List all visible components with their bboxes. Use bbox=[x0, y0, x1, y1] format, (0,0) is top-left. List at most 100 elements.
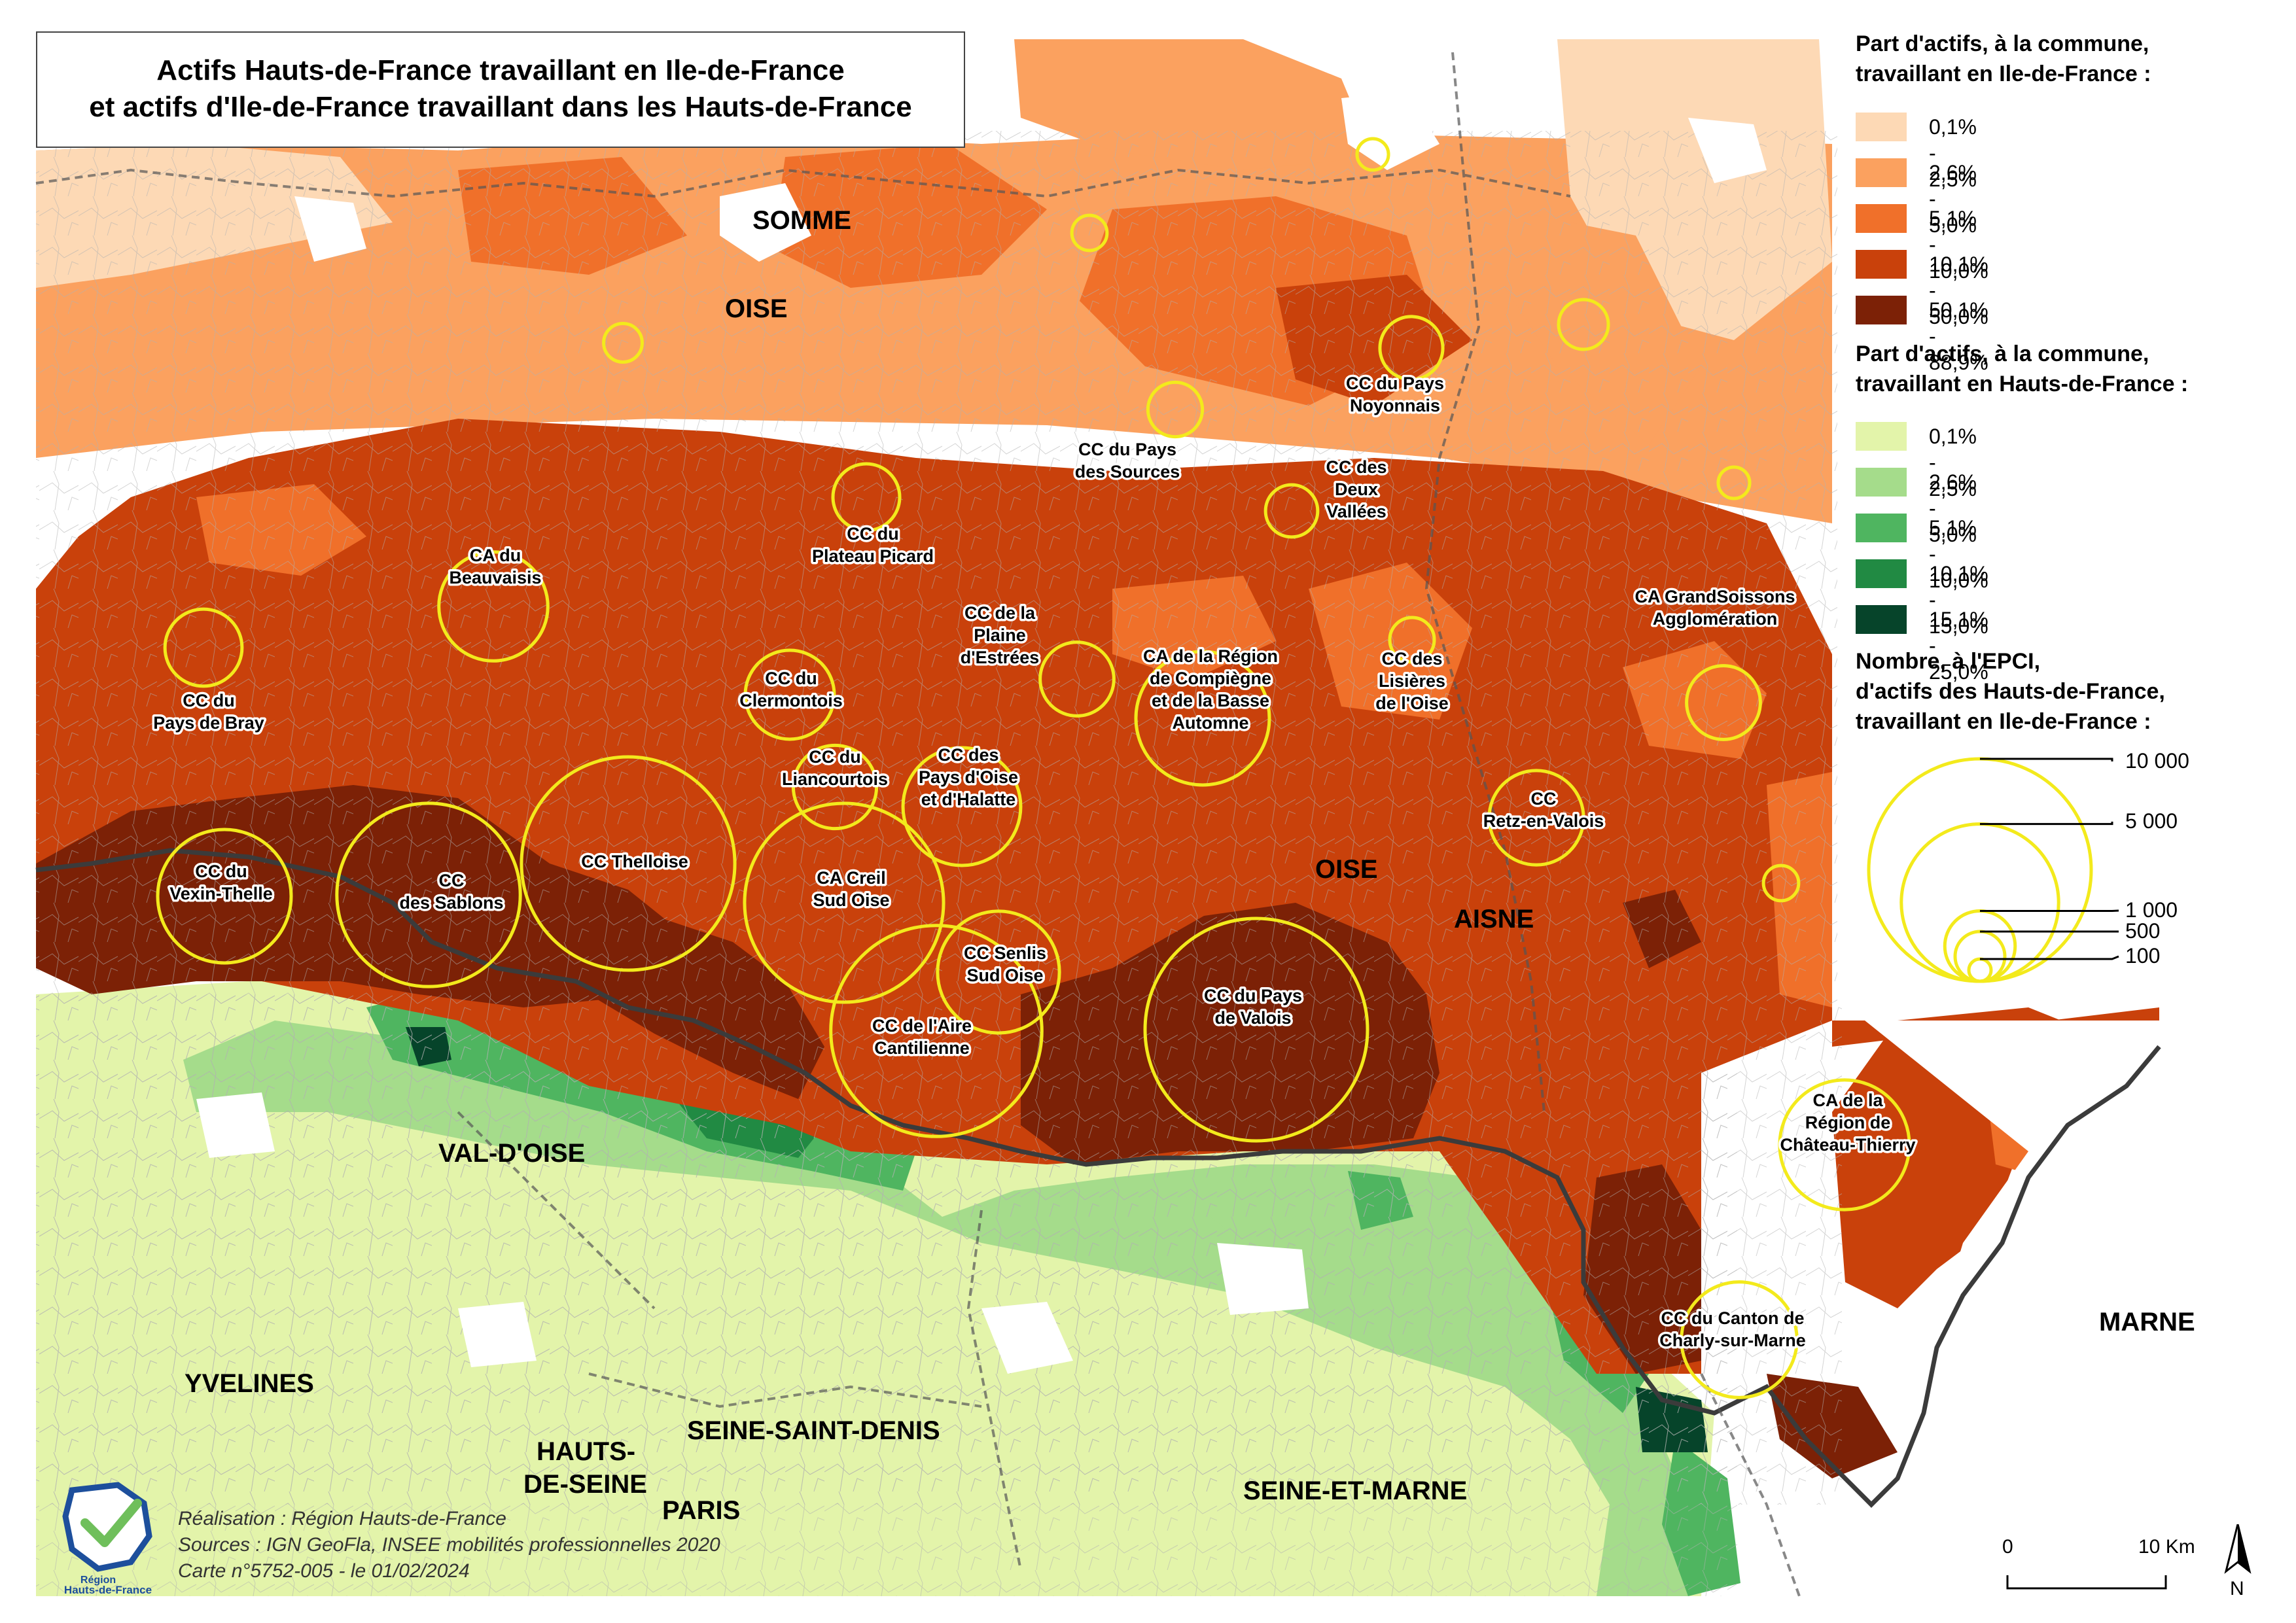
dept-label-val-doise: VAL-D'OISE bbox=[438, 1139, 585, 1168]
dept-label-paris: PARIS bbox=[662, 1496, 740, 1525]
epci-circles bbox=[156, 137, 1911, 1399]
epci-circle bbox=[1070, 213, 1109, 253]
region-logo: Région Hauts-de-France bbox=[62, 1482, 152, 1595]
epci-label: CC de l'Aire Cantilienne bbox=[872, 1016, 972, 1058]
dept-label-yvelines: YVELINES bbox=[185, 1369, 314, 1398]
legend-leader-line bbox=[1980, 955, 2119, 960]
epci-circle bbox=[1263, 483, 1320, 539]
credits: Réalisation : Région Hauts-de-France Sou… bbox=[178, 1506, 720, 1584]
scale-end-label: 10 Km bbox=[2138, 1536, 2195, 1558]
legend-swatch bbox=[1856, 422, 1907, 451]
epci-circle bbox=[1716, 465, 1752, 500]
legend-label: 5,1% - 10,0% bbox=[1929, 516, 1988, 592]
epci-circle bbox=[163, 607, 244, 688]
legend-swatch bbox=[1856, 605, 1907, 634]
legend-swatch bbox=[1856, 113, 1907, 141]
epci-label: CA du Beauvaisis bbox=[449, 546, 541, 587]
scale-start-label: 0 bbox=[2002, 1536, 2013, 1558]
map-title-box: Actifs Hauts-de-France travaillant en Il… bbox=[36, 31, 965, 148]
logo-line1: Région bbox=[80, 1575, 116, 1586]
legend-label: 10,1% - 15,0% bbox=[1929, 562, 1988, 638]
legend-hdf-title-line1: Part d'actifs, à la commune, bbox=[1856, 31, 2149, 56]
legend: Part d'actifs, à la commune, travaillant… bbox=[1837, 20, 2295, 1001]
epci-label: CC du Plateau Picard bbox=[812, 524, 934, 566]
epci-circle bbox=[1378, 315, 1445, 381]
legend-label: 15,1% - 25,0% bbox=[1929, 608, 1988, 684]
legend-idf-title-line2: travaillant en Hauts-de-France : bbox=[1856, 372, 2189, 396]
legend-label: 10,1% - 50,0% bbox=[1929, 253, 1988, 328]
legend-label: 2,6% - 5,0% bbox=[1929, 470, 1977, 546]
legend-leader-line bbox=[1980, 758, 2113, 761]
legend-swatch bbox=[1856, 296, 1907, 324]
dept-label-marne: MARNE bbox=[2099, 1308, 2195, 1336]
legend-label: 0,1% - 2,5% bbox=[1929, 425, 1977, 500]
department-labels: SOMME OISE OISE AISNE VAL-D'OISE YVELINE… bbox=[185, 206, 2195, 1525]
credits-line2: Sources : IGN GeoFla, INSEE mobilités pr… bbox=[178, 1534, 720, 1556]
legend-label: 2,6% - 5,0% bbox=[1929, 161, 1977, 237]
legend-circle-label: 500 bbox=[2125, 919, 2160, 943]
dept-label-oise-center: OISE bbox=[1315, 855, 1378, 884]
epci-circle bbox=[829, 924, 1044, 1138]
legend-circle-label: 100 bbox=[2125, 944, 2160, 968]
epci-label: CA de la Région de Compiègne et de la Bass… bbox=[1143, 646, 1278, 733]
legend-epci-title-line2: d'actifs des Hauts-de-France, bbox=[1856, 679, 2165, 704]
legend-circle bbox=[1953, 930, 2007, 983]
dept-label-seine-saint-denis: SEINE-SAINT-DENIS bbox=[687, 1416, 940, 1445]
dept-boundaries bbox=[35, 52, 1801, 1597]
epci-circle bbox=[1146, 380, 1205, 439]
credits-line1: Réalisation : Région Hauts-de-France bbox=[178, 1508, 506, 1529]
epci-label: CC du Pays de Valois bbox=[1204, 986, 1302, 1028]
legend-label: 0,1% - 2,5% bbox=[1929, 115, 1977, 191]
map-title-line1: Actifs Hauts-de-France travaillant en Il… bbox=[156, 54, 845, 86]
epci-circle bbox=[1388, 616, 1436, 664]
epci-circle bbox=[1685, 664, 1762, 741]
legend-swatch bbox=[1856, 204, 1907, 233]
north-label: N bbox=[2230, 1578, 2244, 1599]
epci-labels: CA du Beauvaisis CC du Plateau Picard CC du … bbox=[151, 372, 1918, 1353]
legend-leader-line bbox=[1980, 822, 2113, 826]
epci-circle bbox=[743, 648, 836, 741]
legend-swatch bbox=[1856, 559, 1907, 588]
epci-circle bbox=[520, 755, 737, 972]
dept-label-hauts-de-seine-1: HAUTS- bbox=[537, 1437, 635, 1466]
epci-circle bbox=[1487, 769, 1585, 867]
epci-circle bbox=[1038, 640, 1116, 718]
epci-circle bbox=[831, 462, 902, 532]
dept-label-oise-north: OISE bbox=[725, 294, 788, 323]
credits-line3: Carte n°5752-005 - le 01/02/2024 bbox=[178, 1560, 470, 1582]
epci-label: CA Creil Sud Oise bbox=[813, 868, 889, 910]
legend-circle bbox=[1967, 957, 1993, 983]
legend-swatch bbox=[1856, 468, 1907, 497]
epci-circle bbox=[1143, 916, 1369, 1143]
epci-circle bbox=[936, 909, 1061, 1035]
epci-label: CC du Canton de Charly-sur-Marne bbox=[1659, 1308, 1806, 1350]
epci-label: CC des Pays d'Oise et d'Halatte bbox=[919, 745, 1018, 809]
epci-circle bbox=[1761, 864, 1801, 903]
epci-circle bbox=[791, 743, 879, 831]
epci-circle bbox=[1778, 1078, 1911, 1212]
epci-circle bbox=[602, 322, 644, 364]
legend-swatch bbox=[1856, 158, 1907, 187]
logo-line2: Hauts-de-France bbox=[64, 1584, 152, 1595]
legend-circle-label: 10 000 bbox=[2125, 749, 2189, 773]
scale-bar: 0 10 Km N bbox=[2002, 1524, 2252, 1599]
epci-label: CC Retz-en-Valois bbox=[1483, 789, 1604, 831]
dept-label-hauts-de-seine-2: DE-SEINE bbox=[523, 1470, 647, 1499]
dept-label-aisne: AISNE bbox=[1454, 905, 1534, 934]
epci-label: CC des Sablons bbox=[399, 871, 503, 913]
dept-label-somme: SOMME bbox=[752, 206, 851, 235]
epci-circle bbox=[1134, 650, 1271, 787]
epci-label: CC du Pays des Sources bbox=[1075, 440, 1180, 481]
dept-label-seine-et-marne: SEINE-ET-MARNE bbox=[1243, 1476, 1467, 1505]
legend-label: 5,1% - 10,0% bbox=[1929, 207, 1988, 283]
legend-label: 50,1% - 88,9% bbox=[1929, 298, 1988, 374]
epci-circle bbox=[1680, 1280, 1799, 1399]
epci-label: CC de la Plaine d'Estrées bbox=[961, 603, 1040, 667]
legend-epci-title-line3: travaillant en Ile-de-France : bbox=[1856, 709, 2151, 734]
epci-label: CC du Pays Noyonnais bbox=[1346, 374, 1444, 415]
legend-hdf-title-line2: travaillant en Ile-de-France : bbox=[1856, 61, 2151, 86]
legend-circle-label: 5 000 bbox=[2125, 809, 2178, 833]
epci-label: CC du Liancourtois bbox=[782, 747, 888, 789]
epci-circle bbox=[437, 550, 550, 663]
